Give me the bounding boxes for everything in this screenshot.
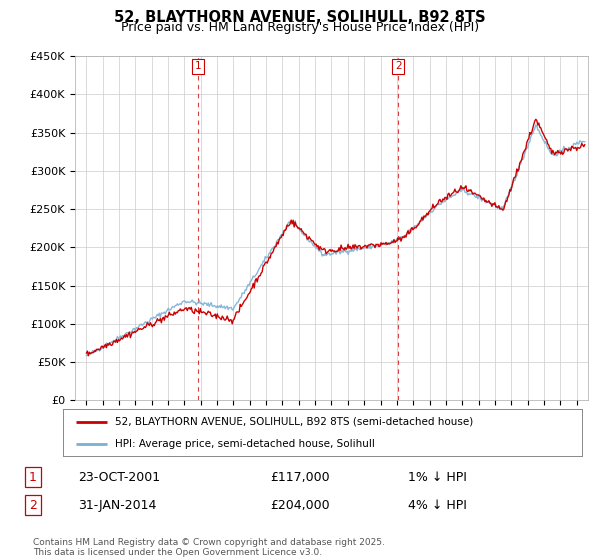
Text: 52, BLAYTHORN AVENUE, SOLIHULL, B92 8TS: 52, BLAYTHORN AVENUE, SOLIHULL, B92 8TS — [114, 10, 486, 25]
Text: 1: 1 — [29, 470, 37, 484]
Text: 2: 2 — [29, 498, 37, 512]
Text: 23-OCT-2001: 23-OCT-2001 — [78, 470, 160, 484]
Text: 4% ↓ HPI: 4% ↓ HPI — [408, 498, 467, 512]
Text: £117,000: £117,000 — [270, 470, 329, 484]
Text: Price paid vs. HM Land Registry's House Price Index (HPI): Price paid vs. HM Land Registry's House … — [121, 21, 479, 34]
Text: HPI: Average price, semi-detached house, Solihull: HPI: Average price, semi-detached house,… — [115, 438, 375, 449]
Text: 1% ↓ HPI: 1% ↓ HPI — [408, 470, 467, 484]
Text: £204,000: £204,000 — [270, 498, 329, 512]
Text: 2: 2 — [395, 62, 401, 71]
Text: 1: 1 — [194, 62, 201, 71]
Text: 31-JAN-2014: 31-JAN-2014 — [78, 498, 157, 512]
Text: Contains HM Land Registry data © Crown copyright and database right 2025.
This d: Contains HM Land Registry data © Crown c… — [33, 538, 385, 557]
Text: 52, BLAYTHORN AVENUE, SOLIHULL, B92 8TS (semi-detached house): 52, BLAYTHORN AVENUE, SOLIHULL, B92 8TS … — [115, 417, 473, 427]
